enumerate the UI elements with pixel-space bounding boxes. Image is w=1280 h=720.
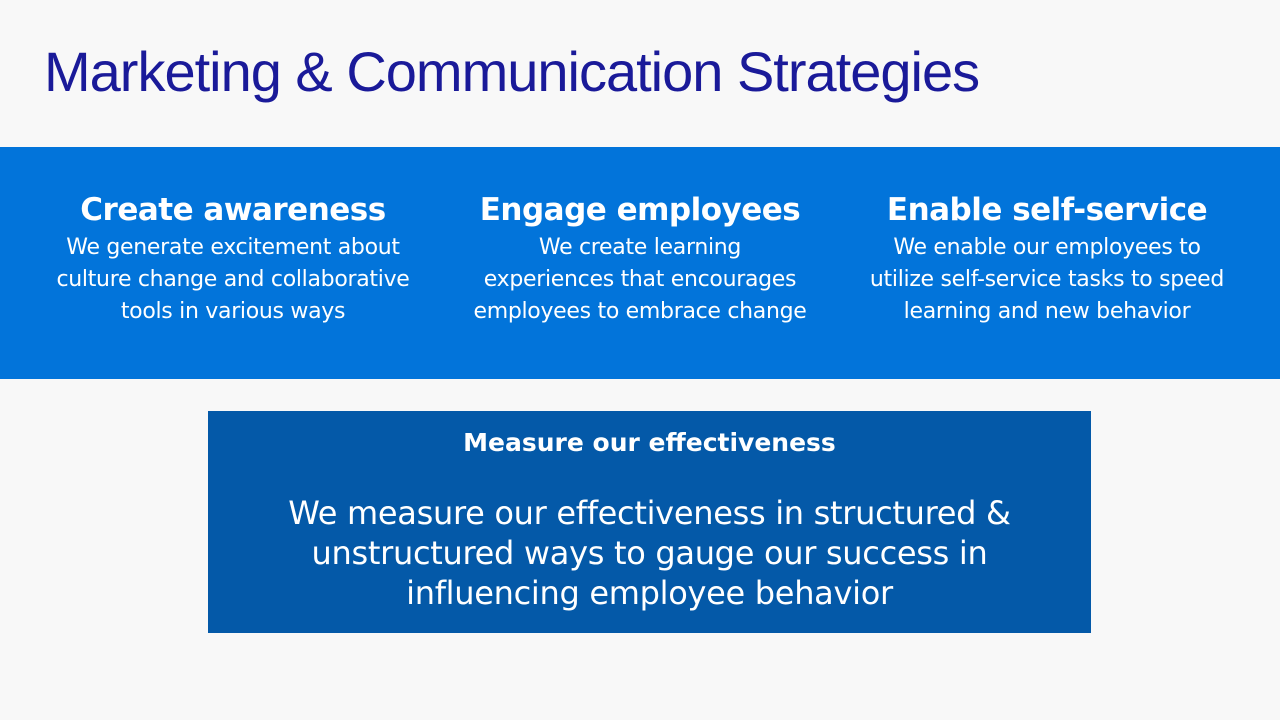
strategy-engage-employees: Engage employees We create learning expe… (448, 190, 832, 328)
slide-title: Marketing & Communication Strategies (44, 40, 980, 103)
strategy-heading: Enable self-service (886, 192, 1208, 228)
strategy-enable-self-service: Enable self-service We enable our employ… (842, 190, 1252, 328)
strategy-heading: Create awareness (80, 192, 386, 228)
strategy-create-awareness: Create awareness We generate excitement … (28, 190, 438, 328)
strategy-description: We create learning experiences that enco… (473, 235, 807, 324)
strategy-description: We enable our employees to utilize self-… (869, 235, 1225, 324)
measure-effectiveness-box: Measure our effectiveness We measure our… (208, 411, 1091, 633)
measure-description: We measure our effectiveness in structur… (288, 494, 1011, 612)
strategy-description: We generate excitement about culture cha… (56, 235, 410, 324)
strategy-heading: Engage employees (479, 192, 801, 228)
strategies-band: Create awareness We generate excitement … (0, 147, 1280, 379)
measure-heading: Measure our effectiveness (463, 428, 836, 457)
